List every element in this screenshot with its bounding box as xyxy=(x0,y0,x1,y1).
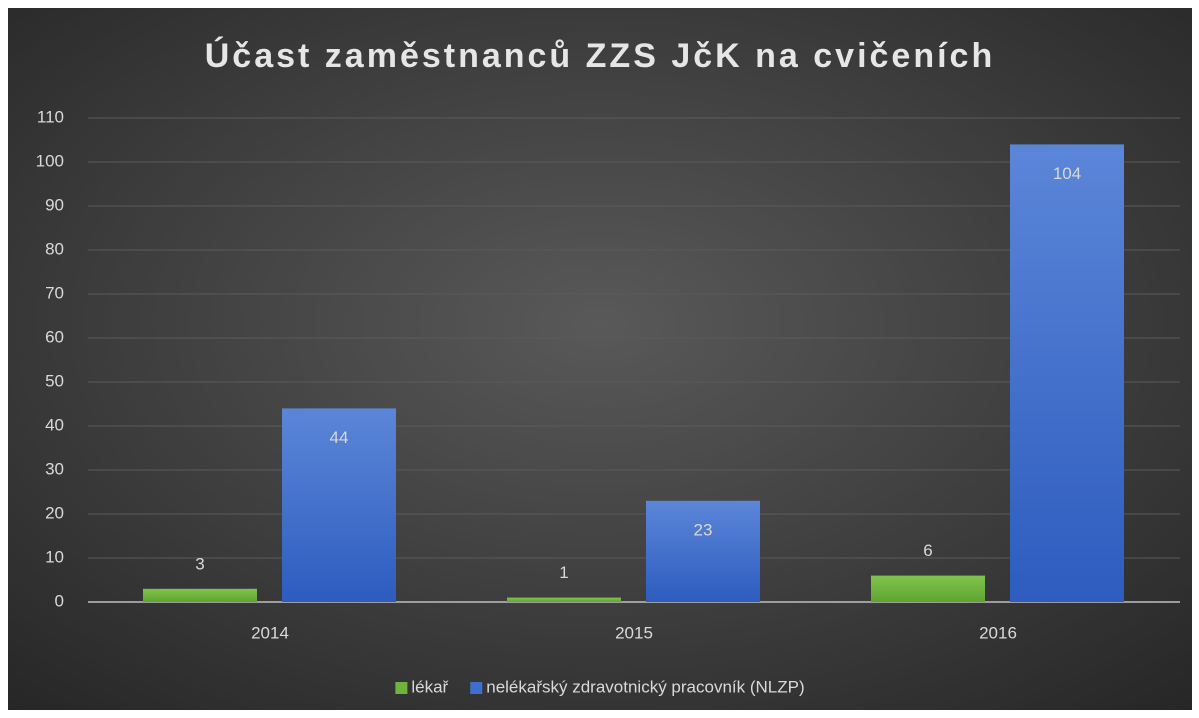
bar xyxy=(143,588,257,602)
bar xyxy=(282,408,396,602)
y-tick-label: 60 xyxy=(45,327,64,346)
legend-swatch xyxy=(470,682,483,694)
bar xyxy=(507,597,621,602)
legend-label: lékař xyxy=(411,677,448,696)
legend-swatch xyxy=(395,682,408,694)
chart-title: Účast zaměstnanců ZZS JčK na cvičeních xyxy=(205,37,995,75)
x-tick-label: 2016 xyxy=(979,623,1017,642)
bar xyxy=(646,500,760,602)
y-tick-label: 10 xyxy=(45,547,64,566)
y-tick-label: 20 xyxy=(45,503,64,522)
data-label: 6 xyxy=(923,541,932,560)
data-label: 1 xyxy=(559,563,568,582)
data-label: 104 xyxy=(1053,164,1081,183)
x-tick-label: 2014 xyxy=(251,623,289,642)
y-tick-label: 90 xyxy=(45,195,64,214)
y-tick-label: 40 xyxy=(45,415,64,434)
y-tick-label: 30 xyxy=(45,459,64,478)
bar xyxy=(1010,144,1124,602)
data-label: 23 xyxy=(694,520,713,539)
data-label: 3 xyxy=(195,554,204,573)
y-tick-label: 110 xyxy=(37,107,64,126)
y-tick-label: 50 xyxy=(45,371,64,390)
data-label: 44 xyxy=(330,428,349,447)
y-tick-label: 70 xyxy=(45,283,64,302)
y-tick-label: 0 xyxy=(55,591,64,610)
y-tick-label: 80 xyxy=(45,239,64,258)
legend-label: nelékařský zdravotnický pracovník (NLZP) xyxy=(486,677,804,696)
x-tick-label: 2015 xyxy=(615,623,653,642)
y-tick-label: 100 xyxy=(36,151,64,170)
bar xyxy=(871,575,985,602)
